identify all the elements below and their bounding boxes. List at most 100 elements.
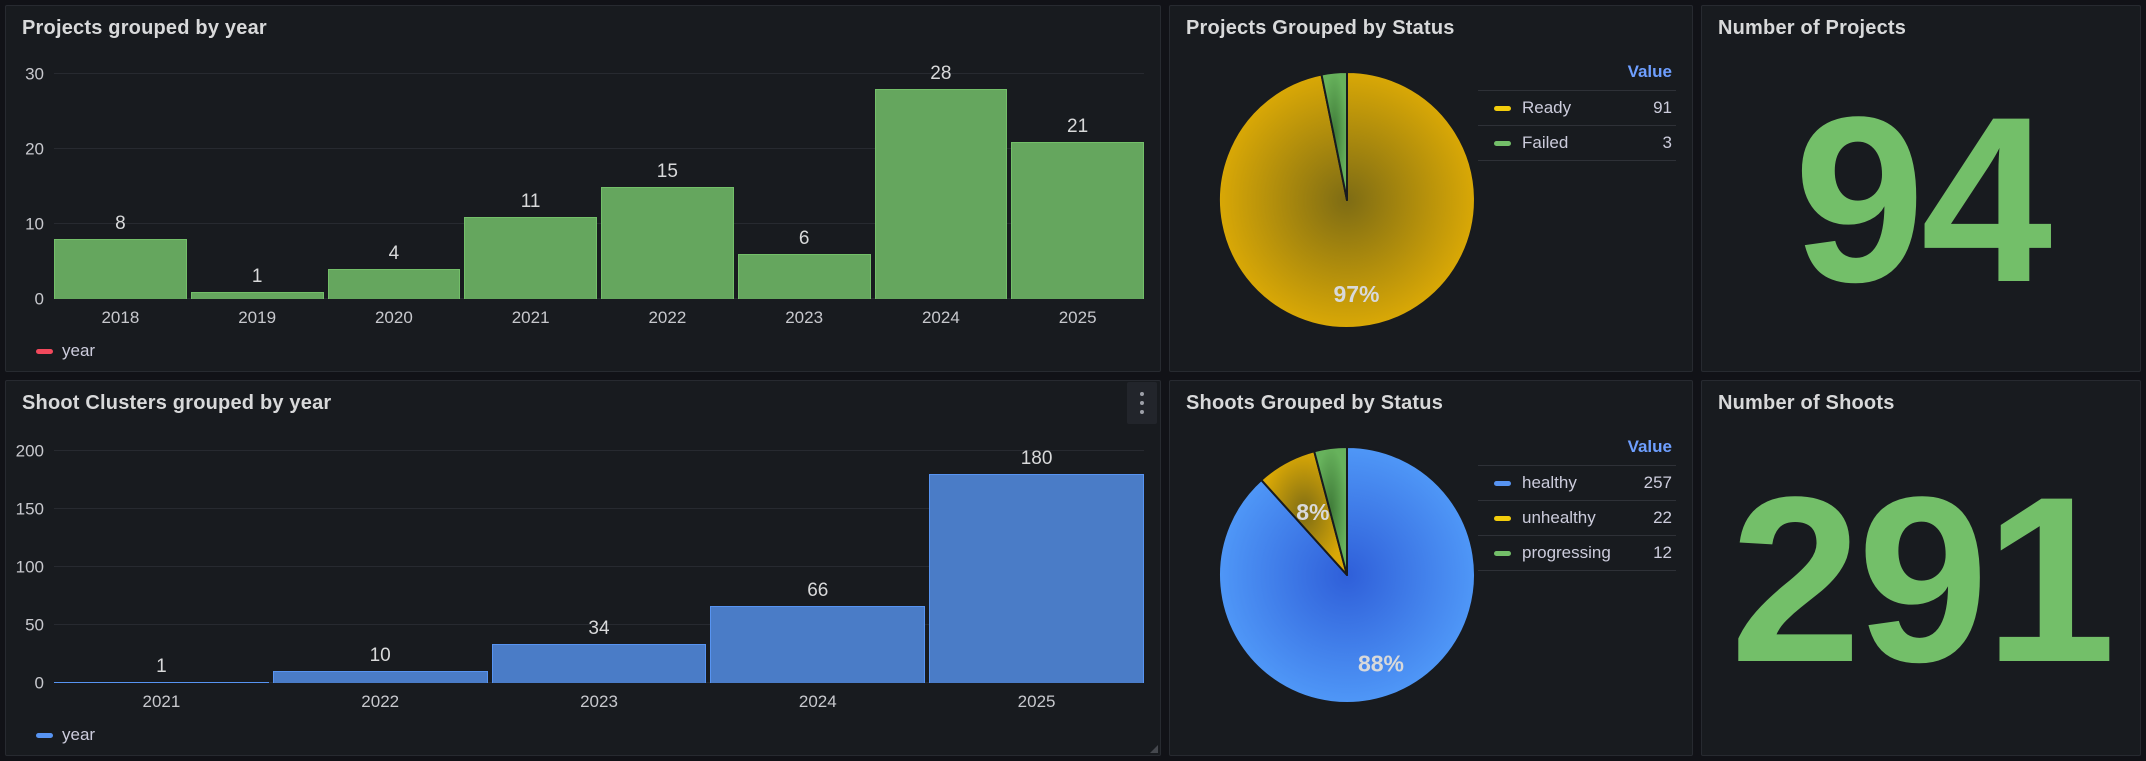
legend-swatch: [36, 732, 53, 738]
panel-header: Shoot Clusters grouped by year: [6, 381, 1160, 418]
bar-2024[interactable]: [874, 89, 1008, 299]
x-tick-label: 2024: [921, 308, 960, 327]
bar-2025[interactable]: [1011, 141, 1144, 299]
bar-slot-2022: 15: [601, 67, 734, 299]
bar-value-label: 10: [369, 645, 391, 667]
bar-slot-2025: 180: [929, 445, 1144, 683]
legend-row-unhealthy[interactable]: unhealthy 22: [1478, 500, 1676, 535]
panel-header: Number of Shoots: [1702, 381, 2140, 418]
panel-title-projects-grouped-by-status[interactable]: Projects Grouped by Status: [1186, 17, 1455, 39]
legend-row-healthy[interactable]: healthy 257: [1478, 465, 1676, 500]
panel-shoots-grouped-by-status: Shoots Grouped by Status 88% 8% Value hea…: [1169, 380, 1693, 756]
gridline: [54, 223, 1144, 225]
bar-2023[interactable]: [737, 254, 871, 299]
series-legend[interactable]: year: [16, 712, 1144, 751]
bar-slot-2024: 66: [710, 445, 926, 683]
kebab-icon: [1140, 401, 1144, 405]
bar-2021[interactable]: [54, 681, 269, 683]
panel-title-shoot-clusters-grouped-by-year[interactable]: Shoot Clusters grouped by year: [22, 392, 332, 414]
resize-handle[interactable]: [1150, 745, 1158, 753]
bar-value-label: 1: [156, 655, 167, 677]
legend-series-label[interactable]: healthy: [1522, 473, 1577, 492]
y-tick-label: 20: [25, 139, 44, 159]
stat-body: 291: [1702, 418, 2140, 755]
bar-2018[interactable]: [54, 239, 187, 299]
panel-header: Projects grouped by year: [6, 6, 1160, 43]
panel-title-projects-grouped-by-year[interactable]: Projects grouped by year: [22, 17, 267, 39]
pie-slice-Failed[interactable]: [1320, 70, 1348, 201]
legend-table: Value Ready 91 Failed 3: [1478, 57, 1676, 161]
bar-slot-2023: 6: [737, 67, 871, 299]
series-legend[interactable]: year: [16, 328, 1144, 367]
bar-2022[interactable]: [601, 186, 734, 299]
legend-rows: Ready 91 Failed 3: [1478, 90, 1676, 161]
panel-title-number-of-shoots[interactable]: Number of Shoots: [1718, 392, 1895, 414]
x-tick-label: 2024: [798, 692, 837, 711]
stat-value-number-of-projects: 94: [1793, 68, 2053, 332]
legend-series-label[interactable]: Ready: [1522, 98, 1572, 117]
legend-label[interactable]: year: [62, 341, 96, 360]
legend-series-label[interactable]: Failed: [1522, 133, 1569, 152]
bar-2020[interactable]: [327, 269, 461, 299]
legend-row-Ready[interactable]: Ready 91: [1478, 90, 1676, 125]
legend-row-progressing[interactable]: progressing 12: [1478, 535, 1676, 571]
legend-rows: healthy 257 unhealthy 22 progressing 12: [1478, 465, 1676, 571]
bar-chart-projects-by-year: 0 10 20 30 8 1 4 11 15 6 28 21 2018 2019 2020 2021 202…: [6, 43, 1160, 371]
gridline: [54, 148, 1144, 150]
y-tick-label: 10: [25, 214, 44, 234]
bar-slot-2024: 28: [874, 63, 1008, 299]
legend-series-label[interactable]: progressing: [1522, 543, 1611, 562]
bar-2019[interactable]: [190, 291, 324, 299]
bar-value-label: 4: [388, 243, 400, 265]
bar-2023[interactable]: [491, 643, 707, 683]
x-axis-labels: 2018 2019 2020 2021 2022 2023 2024 2025: [54, 299, 1144, 328]
pie-percent-label-unhealthy: 8%: [1296, 499, 1329, 525]
bar-value-label: 21: [1067, 115, 1089, 137]
panel-number-of-projects: Number of Projects 94: [1701, 5, 2141, 372]
x-tick-label: 2022: [361, 692, 400, 711]
kebab-icon: [1140, 392, 1144, 396]
legend-series-value: 22: [1653, 508, 1672, 527]
y-axis: 0 10 20 30: [16, 66, 54, 308]
panel-menu-button[interactable]: [1127, 382, 1157, 424]
bar-slot-2022: 10: [272, 445, 488, 683]
legend-swatch: [1494, 480, 1511, 486]
bar-slot-2018: 8: [54, 67, 187, 299]
legend-series-value: 257: [1643, 473, 1672, 492]
gridline: [54, 449, 1144, 451]
bar-value-label: 34: [588, 617, 610, 639]
legend-label[interactable]: year: [62, 725, 96, 744]
panel-title-number-of-projects[interactable]: Number of Projects: [1718, 17, 1907, 39]
panel-title-shoots-grouped-by-status[interactable]: Shoots Grouped by Status: [1186, 392, 1444, 414]
pie-slice-progressing[interactable]: [1313, 446, 1348, 576]
x-tick-label: 2025: [1017, 692, 1056, 711]
bar-slot-2023: 34: [491, 445, 707, 683]
bar-slot-2021: 11: [464, 67, 597, 299]
bar-slot-2020: 4: [327, 67, 461, 299]
plot-area: 8 1 4 11 15 6 28 21: [54, 63, 1144, 299]
legend-value-header[interactable]: Value: [1627, 62, 1672, 81]
bar-value-label: 15: [656, 160, 678, 182]
bar-2025[interactable]: [929, 474, 1144, 683]
pie-chart[interactable]: 88% 8%: [1216, 444, 1478, 706]
bar-2021[interactable]: [464, 216, 597, 299]
bar-value-label: 28: [930, 63, 952, 85]
legend-series-value: 12: [1653, 543, 1672, 562]
pie-percent-label-healthy: 88%: [1358, 650, 1404, 676]
panel-projects-grouped-by-year: Projects grouped by year 0 10 20 30 8 1 4 11 15…: [5, 5, 1161, 372]
x-tick-label: 2019: [238, 308, 277, 327]
legend-value-header[interactable]: Value: [1627, 437, 1672, 456]
y-tick-label: 200: [15, 441, 44, 461]
y-tick-label: 0: [34, 289, 44, 309]
pie-chart[interactable]: 97%: [1216, 69, 1478, 331]
y-tick-label: 150: [15, 499, 44, 519]
panel-number-of-shoots: Number of Shoots 291: [1701, 380, 2141, 756]
legend-series-label[interactable]: unhealthy: [1522, 508, 1596, 527]
bars: 8 1 4 11 15 6 28 21: [54, 63, 1144, 299]
bar-slot-2019: 1: [190, 67, 324, 299]
bar-2022[interactable]: [272, 671, 488, 683]
bar-value-label: 1: [251, 265, 263, 287]
bar-2024[interactable]: [710, 606, 926, 683]
legend-row-Failed[interactable]: Failed 3: [1478, 125, 1676, 161]
